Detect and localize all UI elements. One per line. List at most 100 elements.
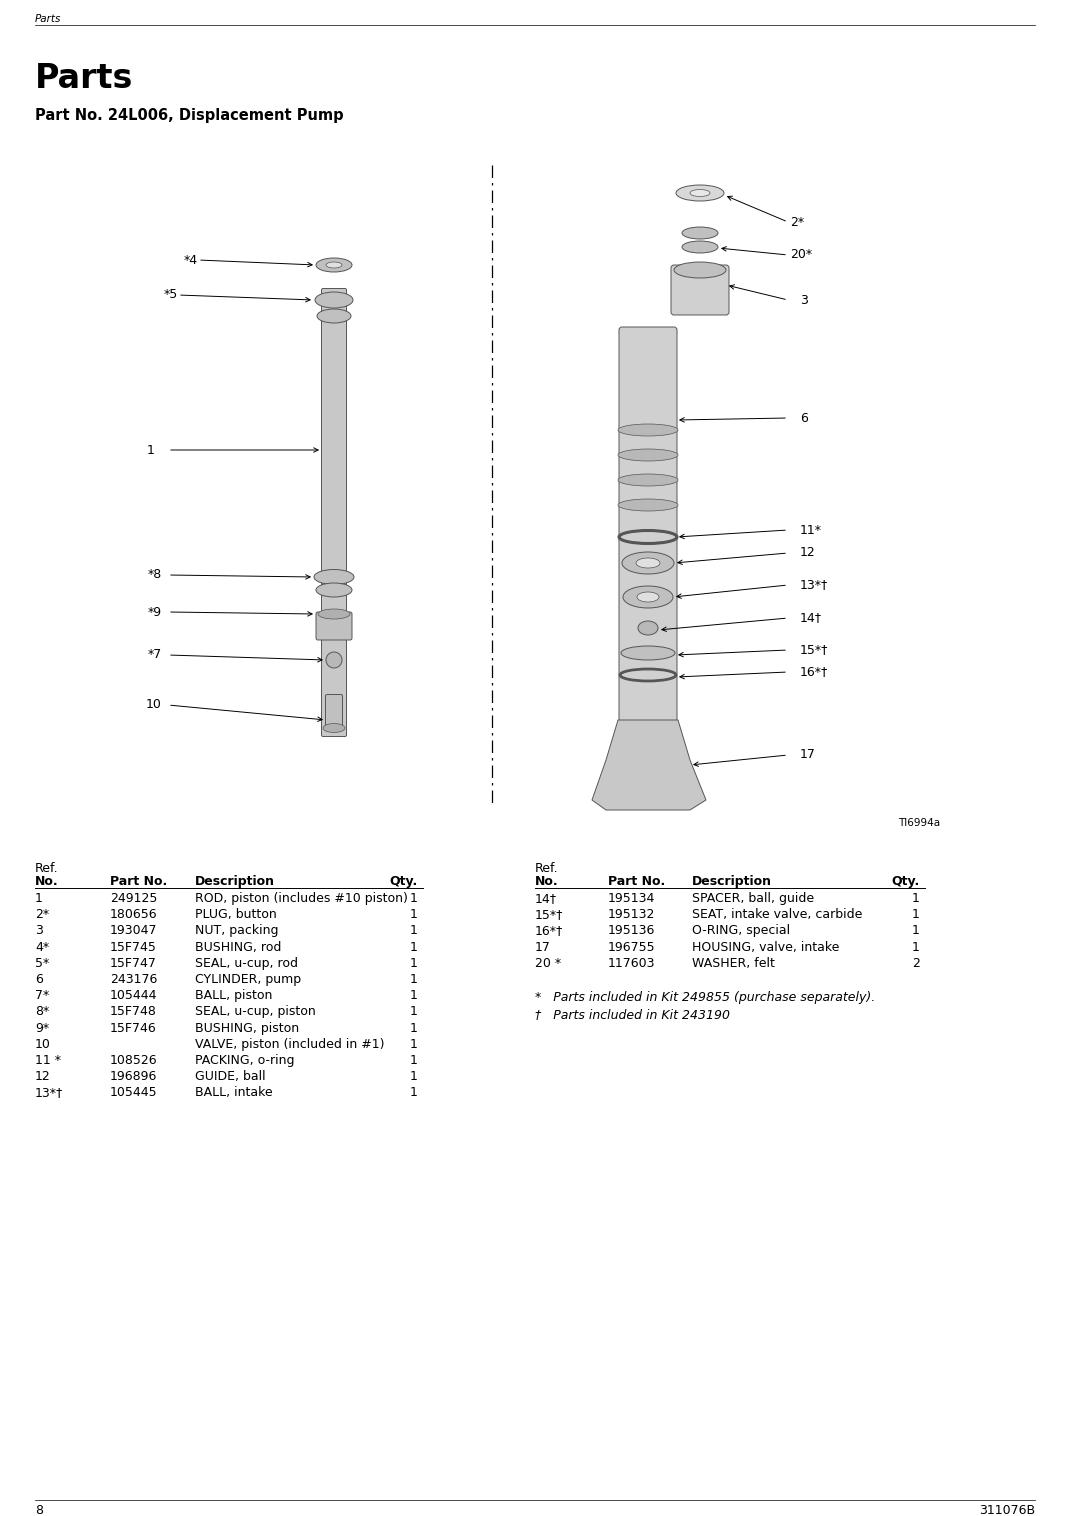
FancyBboxPatch shape: [671, 265, 729, 315]
Text: 1: 1: [912, 908, 920, 922]
Text: 1: 1: [410, 1054, 418, 1067]
Ellipse shape: [314, 570, 354, 585]
Text: 16*†: 16*†: [535, 925, 564, 937]
Text: SEAL, u-cup, rod: SEAL, u-cup, rod: [195, 957, 299, 970]
Text: 105444: 105444: [110, 990, 157, 1002]
Text: 11*: 11*: [800, 523, 822, 537]
Text: Description: Description: [195, 875, 275, 888]
Ellipse shape: [682, 227, 718, 240]
Ellipse shape: [637, 593, 659, 602]
Ellipse shape: [676, 185, 724, 202]
Text: 1: 1: [410, 957, 418, 970]
Text: 2: 2: [912, 957, 920, 970]
Text: WASHER, felt: WASHER, felt: [692, 957, 775, 970]
Text: 14†: 14†: [800, 611, 822, 625]
Text: 6: 6: [800, 411, 808, 424]
Text: Part No.: Part No.: [110, 875, 167, 888]
Text: Parts: Parts: [35, 62, 134, 96]
Text: 13*†: 13*†: [800, 579, 828, 591]
Text: 3: 3: [35, 925, 43, 937]
FancyBboxPatch shape: [321, 288, 347, 737]
Text: 249125: 249125: [110, 891, 157, 905]
Text: BALL, intake: BALL, intake: [195, 1087, 273, 1099]
Text: Parts: Parts: [35, 14, 61, 24]
Ellipse shape: [623, 587, 673, 608]
Text: 17: 17: [535, 940, 551, 954]
Ellipse shape: [674, 262, 727, 277]
Text: 1: 1: [410, 940, 418, 954]
Text: HOUSING, valve, intake: HOUSING, valve, intake: [692, 940, 839, 954]
Text: No.: No.: [535, 875, 559, 888]
Text: 1: 1: [410, 1038, 418, 1051]
Ellipse shape: [326, 262, 342, 268]
Ellipse shape: [317, 309, 351, 323]
Ellipse shape: [318, 609, 350, 619]
Text: 196755: 196755: [608, 940, 656, 954]
Text: 1: 1: [912, 925, 920, 937]
Text: 1: 1: [410, 1087, 418, 1099]
Text: *   Parts included in Kit 249855 (purchase separately).: * Parts included in Kit 249855 (purchase…: [535, 991, 875, 1004]
Text: 195132: 195132: [608, 908, 655, 922]
Text: SEAT, intake valve, carbide: SEAT, intake valve, carbide: [692, 908, 862, 922]
Ellipse shape: [316, 258, 352, 271]
Text: 1: 1: [148, 444, 155, 456]
Text: ROD, piston (includes #10 piston): ROD, piston (includes #10 piston): [195, 891, 408, 905]
Text: 8: 8: [35, 1504, 43, 1516]
Ellipse shape: [618, 424, 678, 437]
Text: 2*: 2*: [790, 215, 805, 229]
Text: 12: 12: [800, 546, 815, 559]
Text: 180656: 180656: [110, 908, 157, 922]
Text: O-RING, special: O-RING, special: [692, 925, 790, 937]
Text: †   Parts included in Kit 243190: † Parts included in Kit 243190: [535, 1008, 730, 1020]
Text: No.: No.: [35, 875, 59, 888]
Ellipse shape: [323, 723, 345, 732]
Text: 15F748: 15F748: [110, 1005, 157, 1019]
Text: SEAL, u-cup, piston: SEAL, u-cup, piston: [195, 1005, 316, 1019]
Text: 12: 12: [35, 1070, 50, 1084]
Text: 1: 1: [410, 891, 418, 905]
Text: 10: 10: [147, 699, 162, 711]
Text: BALL, piston: BALL, piston: [195, 990, 273, 1002]
Text: 11 *: 11 *: [35, 1054, 61, 1067]
Text: NUT, packing: NUT, packing: [195, 925, 278, 937]
Ellipse shape: [618, 449, 678, 461]
Ellipse shape: [636, 558, 660, 568]
Text: 1: 1: [410, 1005, 418, 1019]
Text: GUIDE, ball: GUIDE, ball: [195, 1070, 265, 1084]
Text: *8: *8: [148, 568, 162, 582]
Text: 10: 10: [35, 1038, 51, 1051]
Text: 15*†: 15*†: [800, 643, 828, 656]
Text: Part No. 24L006, Displacement Pump: Part No. 24L006, Displacement Pump: [35, 108, 343, 123]
Ellipse shape: [690, 190, 710, 197]
Text: 1: 1: [35, 891, 43, 905]
FancyBboxPatch shape: [325, 694, 342, 729]
Text: VALVE, piston (included in #1): VALVE, piston (included in #1): [195, 1038, 384, 1051]
Text: 4*: 4*: [35, 940, 49, 954]
Circle shape: [326, 652, 342, 669]
Text: 17: 17: [800, 749, 816, 761]
Text: 15F746: 15F746: [110, 1022, 156, 1034]
Text: Ref.: Ref.: [535, 863, 559, 875]
Text: PACKING, o-ring: PACKING, o-ring: [195, 1054, 294, 1067]
Text: TI6994a: TI6994a: [898, 819, 941, 828]
Text: 193047: 193047: [110, 925, 157, 937]
Text: 195136: 195136: [608, 925, 655, 937]
Text: 15F747: 15F747: [110, 957, 157, 970]
Text: 13*†: 13*†: [35, 1087, 63, 1099]
Text: 105445: 105445: [110, 1087, 157, 1099]
Text: 9*: 9*: [35, 1022, 49, 1034]
Ellipse shape: [638, 622, 658, 635]
Text: 20*: 20*: [790, 249, 812, 261]
Text: 1: 1: [410, 973, 418, 985]
Ellipse shape: [618, 475, 678, 487]
Text: CYLINDER, pump: CYLINDER, pump: [195, 973, 301, 985]
Ellipse shape: [682, 241, 718, 253]
Ellipse shape: [618, 499, 678, 511]
Text: 243176: 243176: [110, 973, 157, 985]
Text: Ref.: Ref.: [35, 863, 59, 875]
Text: Description: Description: [692, 875, 771, 888]
Text: 117603: 117603: [608, 957, 656, 970]
Text: PLUG, button: PLUG, button: [195, 908, 277, 922]
Text: 1: 1: [410, 925, 418, 937]
Text: 6: 6: [35, 973, 43, 985]
